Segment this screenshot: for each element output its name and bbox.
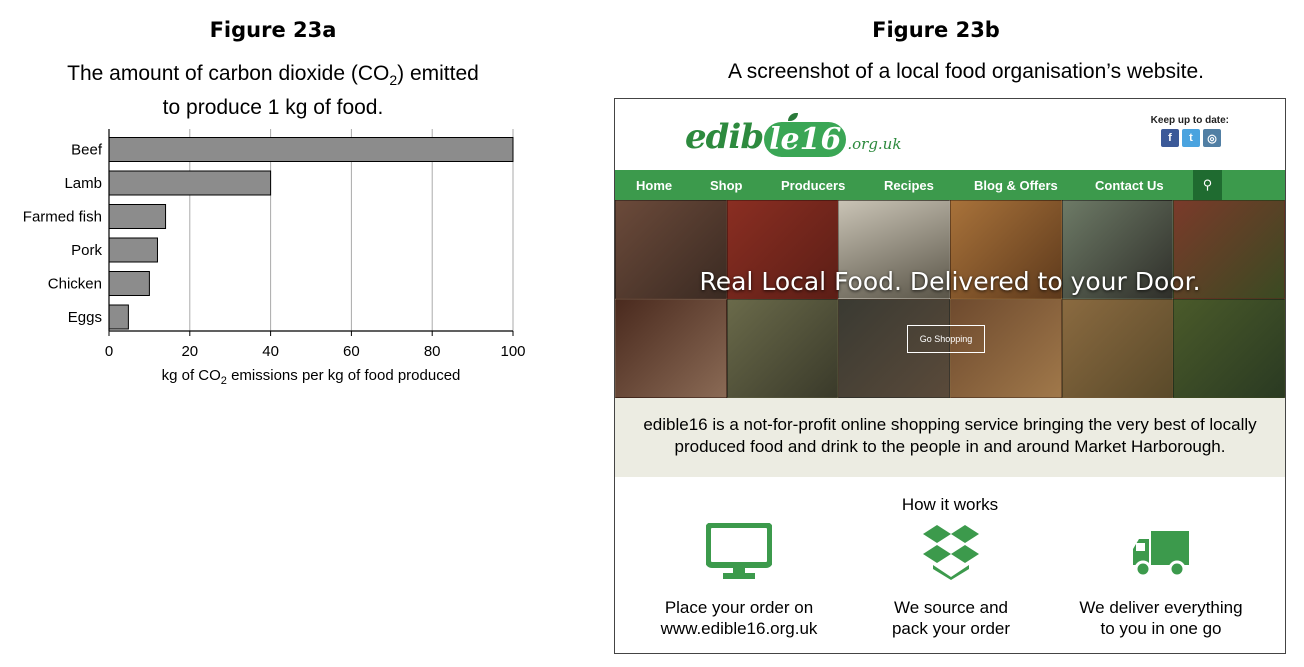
title-line1-sub: 2	[389, 72, 398, 89]
step3-line1: We deliver everything	[1079, 598, 1243, 617]
x-tick-label: 20	[181, 343, 198, 360]
keep-up-label: Keep up to date:	[1150, 115, 1229, 126]
nav-blog-offers[interactable]: Blog & Offers	[974, 177, 1058, 193]
nav-home[interactable]: Home	[636, 177, 673, 193]
go-shopping-button[interactable]: Go Shopping	[907, 325, 985, 353]
x-tick-label: 60	[343, 343, 360, 360]
nav-contact-us[interactable]: Contact Us	[1095, 177, 1164, 193]
hero-tile	[1173, 200, 1285, 299]
description-line1: edible16 is a not-for-profit online shop…	[643, 415, 1257, 434]
logo-domain: .org.uk	[847, 135, 902, 153]
hero-tile	[726, 299, 839, 398]
category-label: Eggs	[68, 309, 102, 326]
hero-tile	[949, 200, 1062, 299]
x-tick-label: 40	[262, 343, 279, 360]
x-tick-label: 0	[105, 343, 113, 360]
box-icon	[923, 525, 979, 580]
figure-23b-label: Figure 23b	[872, 18, 1000, 42]
hero-tile	[615, 200, 727, 299]
hero-tile	[726, 200, 839, 299]
bar-pork	[108, 237, 158, 263]
bar-lamb	[108, 170, 272, 196]
category-label: Pork	[71, 242, 102, 259]
site-header: edib le16 .org.uk Keep up to date: f t ◎	[615, 99, 1285, 169]
step1-line2: www.edible16.org.uk	[660, 619, 818, 638]
nav-shop[interactable]: Shop	[710, 177, 743, 193]
twitter-icon[interactable]: t	[1182, 129, 1200, 147]
website-screenshot: edib le16 .org.uk Keep up to date: f t ◎ H…	[614, 98, 1286, 654]
bar-beef	[108, 137, 514, 162]
hero-tile	[949, 299, 1062, 398]
search-icon[interactable]: ⚲	[1193, 170, 1222, 200]
bar-farmed-fish	[108, 204, 167, 229]
instagram-icon[interactable]: ◎	[1203, 129, 1221, 147]
hero-headline: Real Local Food. Delivered to your Door.	[699, 267, 1201, 296]
bar-eggs	[108, 304, 129, 330]
social-links: f t ◎	[1161, 129, 1221, 147]
description-banner: edible16 is a not-for-profit online shop…	[615, 398, 1285, 477]
facebook-icon[interactable]: f	[1161, 129, 1179, 147]
logo-word: edib	[685, 117, 764, 157]
bar-chicken	[108, 271, 150, 296]
title-line1-post: ) emitted	[397, 62, 479, 85]
category-label: Beef	[71, 142, 103, 159]
truck-icon	[1133, 531, 1189, 578]
figure-23a-label: Figure 23a	[209, 18, 337, 42]
title-line2: to produce 1 kg of food.	[162, 96, 384, 120]
x-tick-label: 100	[500, 343, 525, 360]
figure-23b-title: A screenshot of a local food organisatio…	[728, 60, 1204, 83]
hero-tile	[1061, 299, 1174, 398]
hero-image-collage	[615, 200, 1285, 398]
nav-producers[interactable]: Producers	[781, 177, 846, 193]
hero-tile	[838, 200, 950, 299]
category-label: Farmed fish	[23, 209, 102, 226]
nav-bar: Home Shop Producers Recipes Blog & Offer…	[615, 170, 1285, 200]
step2-line1: We source and	[893, 598, 1009, 617]
x-axis-label: kg of CO2 emissions per kg of food produ…	[162, 367, 461, 387]
logo-ball: le16	[764, 113, 847, 157]
edible16-logo[interactable]: edib le16 .org.uk	[685, 113, 901, 157]
x-tick-label: 80	[424, 343, 441, 360]
title-line1-pre: The amount of carbon dioxide (CO	[67, 62, 390, 85]
how-it-works-title: How it works	[901, 495, 999, 514]
monitor-icon	[706, 523, 772, 579]
figure-23a-title: The amount of carbon dioxide (CO2) emitt…	[23, 60, 523, 121]
nav-recipes[interactable]: Recipes	[884, 177, 934, 193]
co2-bar-chart: Beef Lamb Farmed fish Pork Chicken Eggs 0 20 40…	[23, 129, 526, 387]
category-label: Chicken	[48, 276, 102, 293]
step-deliver: We deliver everything to you in one go	[1051, 523, 1271, 639]
hero-tile	[1061, 200, 1174, 299]
step-place-order: Place your order on www.edible16.org.uk	[629, 523, 849, 639]
hero-tile	[615, 299, 727, 398]
category-label: Lamb	[64, 175, 102, 192]
description-line2: produced food and drink to the people in…	[674, 437, 1226, 456]
step1-line1: Place your order on	[664, 598, 814, 617]
hero-tile	[1173, 299, 1285, 398]
step-source-pack: We source and pack your order	[841, 523, 1061, 639]
step3-line2: to you in one go	[1100, 619, 1222, 638]
step2-line2: pack your order	[891, 619, 1011, 638]
hero-tile	[838, 299, 950, 398]
